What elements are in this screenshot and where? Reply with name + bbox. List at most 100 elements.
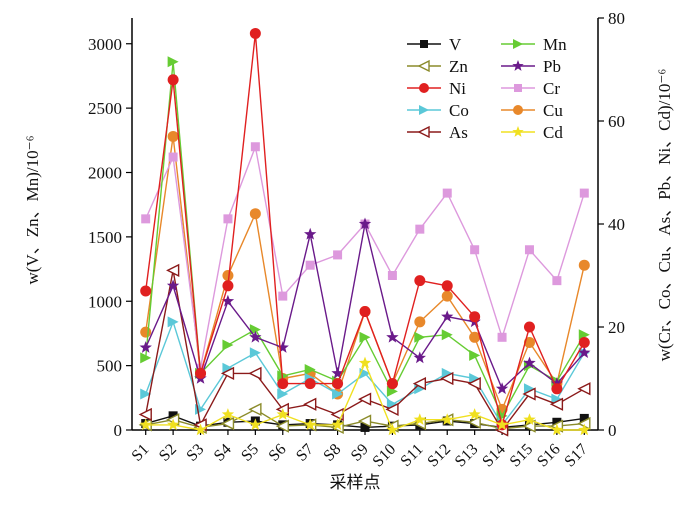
data-point-Co xyxy=(249,347,261,359)
data-point-Ni xyxy=(386,378,398,390)
legend-label-As: As xyxy=(449,123,468,142)
data-point-Zn xyxy=(220,416,235,431)
y-tick-label-left: 1500 xyxy=(88,228,122,247)
legend-marker-Cr xyxy=(514,84,522,92)
legend-item-Cr: Cr xyxy=(501,79,560,98)
data-point-Ni xyxy=(304,378,316,390)
x-axis-title: 采样点 xyxy=(330,473,381,492)
series-line-As xyxy=(145,270,585,432)
data-point-As xyxy=(549,397,564,411)
data-point-Co xyxy=(332,388,344,400)
x-tick-label: S7 xyxy=(293,441,317,465)
data-point-Cr xyxy=(250,142,260,152)
legend-item-V: V xyxy=(407,35,462,54)
data-point-Cu xyxy=(414,316,426,328)
y-tick-label-right: 80 xyxy=(608,9,625,28)
series-Co xyxy=(140,316,590,431)
data-point-Pb xyxy=(523,356,536,369)
data-point-Cr xyxy=(305,260,315,270)
data-point-Pb xyxy=(166,279,180,292)
data-point-Cr xyxy=(524,245,534,255)
data-point-Cd xyxy=(194,423,207,436)
data-point-Mn xyxy=(469,349,481,361)
y-tick-label-right: 0 xyxy=(608,421,617,440)
data-point-Pb xyxy=(358,217,372,230)
legend-item-Pb: Pb xyxy=(501,57,561,76)
data-point-Pb xyxy=(550,377,564,389)
legend-item-Cd: Cd xyxy=(501,123,563,142)
data-point-Ni xyxy=(523,321,535,333)
data-point-Mn xyxy=(167,56,179,68)
data-point-Co xyxy=(167,316,179,328)
data-point-Cd xyxy=(413,413,426,425)
x-tick-label: S12 xyxy=(424,441,454,471)
data-point-Co xyxy=(441,367,453,379)
legend-item-Zn: Zn xyxy=(407,57,468,76)
data-point-Cd xyxy=(358,356,372,369)
y-tick-label-left: 500 xyxy=(97,357,123,376)
legend-marker-Mn xyxy=(513,39,523,49)
x-tick-label: S1 xyxy=(129,441,153,465)
legend-item-Ni: Ni xyxy=(407,79,466,98)
data-point-Zn xyxy=(357,414,372,428)
data-point-Cd xyxy=(221,408,235,420)
data-point-Co xyxy=(140,388,152,400)
y-tick-label-left: 2000 xyxy=(88,164,122,183)
data-point-Mn xyxy=(359,331,371,343)
legend-label-Pb: Pb xyxy=(543,57,561,76)
data-point-As xyxy=(440,371,454,386)
data-point-Ni xyxy=(441,280,453,292)
data-point-Cd xyxy=(139,418,152,431)
data-point-Pb xyxy=(221,294,235,307)
legend-label-Ni: Ni xyxy=(449,79,466,98)
data-point-Ni xyxy=(195,367,207,379)
legend-label-V: V xyxy=(449,35,462,54)
data-point-Cr xyxy=(552,276,562,286)
data-point-Cr xyxy=(387,271,397,280)
series-Cd xyxy=(139,356,591,436)
legend-marker-Cd xyxy=(512,126,524,137)
legend-marker-Pb xyxy=(512,60,524,71)
data-point-As xyxy=(357,392,372,406)
data-point-Cu xyxy=(469,331,481,343)
data-point-Ni xyxy=(551,383,563,395)
data-point-Ni xyxy=(167,74,179,86)
data-point-Ni xyxy=(277,378,289,390)
data-point-Cr xyxy=(333,250,343,260)
x-tick-label: S3 xyxy=(183,441,207,465)
x-tick-label: S8 xyxy=(320,441,344,465)
data-point-Co xyxy=(469,373,481,384)
data-point-Mn xyxy=(304,363,316,375)
data-point-Co xyxy=(277,388,289,400)
data-point-Cu xyxy=(441,290,453,302)
data-point-Cr xyxy=(141,214,151,224)
data-point-As xyxy=(467,377,481,391)
data-point-Mn xyxy=(249,324,261,336)
data-point-Cd xyxy=(523,413,536,425)
data-point-Pb xyxy=(276,341,289,353)
legend-label-Cd: Cd xyxy=(543,123,563,142)
data-point-As xyxy=(248,366,262,380)
legend-marker-V xyxy=(420,40,428,48)
data-point-Mn xyxy=(414,331,426,343)
data-point-Ni xyxy=(578,336,590,348)
data-point-Ni xyxy=(414,275,426,287)
legend-label-Mn: Mn xyxy=(543,35,567,54)
x-tick-label: S16 xyxy=(534,441,564,471)
data-point-Cr xyxy=(579,188,589,198)
data-point-Pb xyxy=(331,366,344,379)
data-point-Ni xyxy=(249,27,261,39)
y-tick-label-left: 2500 xyxy=(88,99,122,118)
legend-label-Zn: Zn xyxy=(449,57,468,76)
data-point-Ni xyxy=(222,280,234,292)
data-point-As xyxy=(385,402,399,417)
data-point-Zn xyxy=(248,402,262,417)
data-point-Ni xyxy=(469,311,481,323)
data-point-Cd xyxy=(468,408,481,420)
legend-marker-Co xyxy=(419,105,429,115)
legend-item-Co: Co xyxy=(407,101,469,120)
y-tick-label-right: 40 xyxy=(608,215,625,234)
legend-marker-Zn xyxy=(417,59,430,73)
legend-marker-As xyxy=(417,125,430,139)
